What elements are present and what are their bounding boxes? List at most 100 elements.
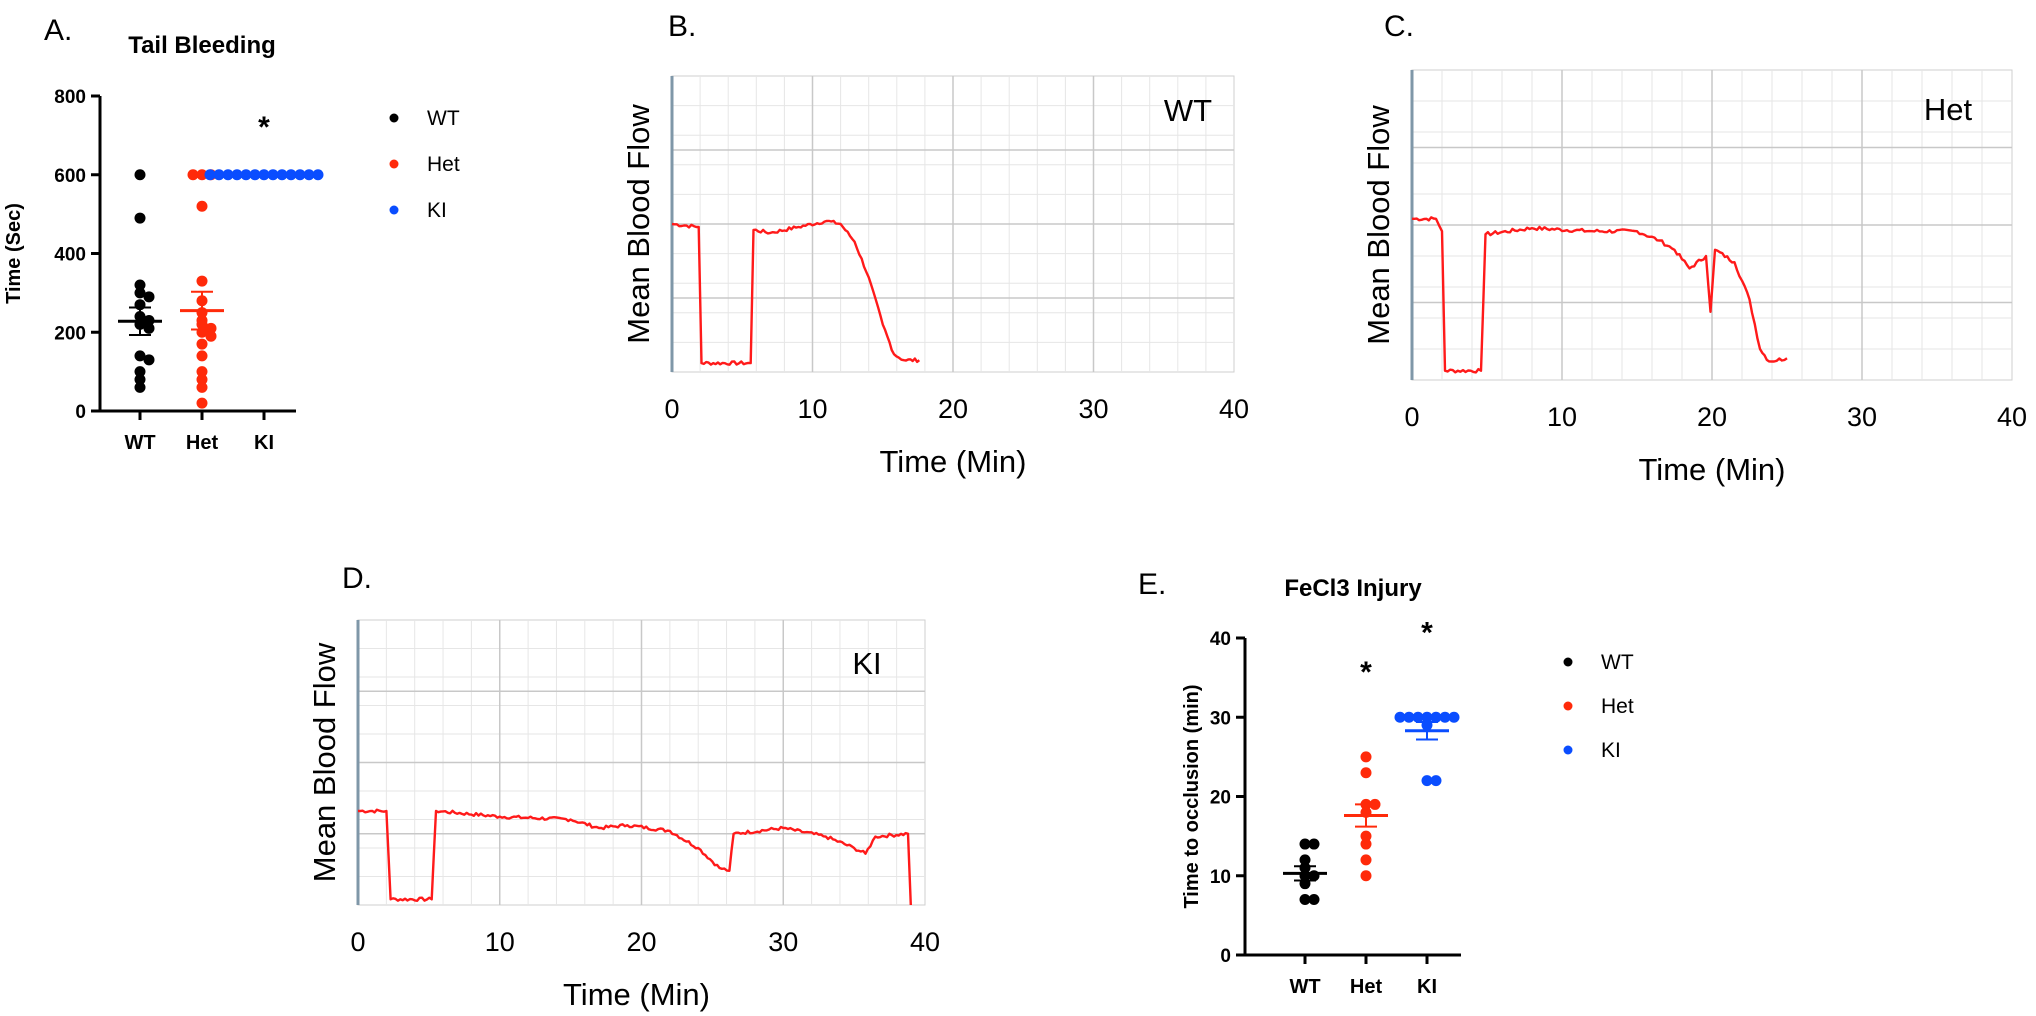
panel-e-point <box>1360 870 1372 882</box>
panel-label-d: D. <box>342 562 372 595</box>
panel-a-point <box>196 169 208 181</box>
panel-b-flow-trace <box>671 219 921 366</box>
panel-d-x-tick-label: 30 <box>768 927 798 957</box>
panel-a-point <box>196 200 208 212</box>
panel-d-x-tick-label: 20 <box>626 927 656 957</box>
panel-c-x-tick-label: 40 <box>1997 402 2027 432</box>
panel-c-chart: Het 0 10 20 30 40 Time (Min) Mean Blood Flow <box>1361 69 2027 487</box>
panel-e-point <box>1308 894 1320 906</box>
panel-c-flow-trace <box>1412 216 1788 374</box>
panel-a-point <box>187 169 199 181</box>
panel-a-point <box>205 330 217 342</box>
panel-e-point <box>1299 854 1311 866</box>
panel-c-x-tick-label: 20 <box>1697 402 1727 432</box>
panel-c-x-tick-label: 0 <box>1404 402 1419 432</box>
panel-e-y-tick-label: 40 <box>1210 629 1231 650</box>
panel-e-legend-label: Het <box>1601 695 1634 718</box>
panel-a-point <box>231 169 243 181</box>
panel-e-legend-marker <box>1563 745 1573 755</box>
panel-a-legend-marker <box>389 159 399 169</box>
panel-e-legend-marker <box>1563 701 1573 711</box>
panel-a-point <box>213 169 225 181</box>
panel-a-point <box>196 275 208 287</box>
panel-a-point <box>143 291 155 303</box>
panel-a-y-tick-label: 600 <box>54 166 86 187</box>
panel-e-y-tick-label: 30 <box>1210 708 1231 729</box>
panel-e-y-tick-label: 20 <box>1210 788 1231 809</box>
panel-b-x-tick-label: 40 <box>1219 394 1249 424</box>
panel-a-chart: Tail Bleeding 0 200 400 600 800 Time (Sec) WT He… <box>3 32 460 454</box>
panel-a-legend-label: WT <box>427 107 460 130</box>
panel-e-series-het <box>1344 751 1388 882</box>
panel-a-point <box>143 322 155 334</box>
panel-d-flow-trace <box>358 808 912 906</box>
panel-c-x-label: Time (Min) <box>1639 452 1786 487</box>
panel-e-point <box>1439 711 1451 723</box>
panel-a-point <box>222 169 234 181</box>
panel-d-y-label: Mean Blood Flow <box>307 642 342 882</box>
panel-e-significance-marker: * <box>1360 656 1372 689</box>
panel-e-legend-label: KI <box>1601 739 1621 762</box>
panel-a-series-ki <box>204 169 324 181</box>
panel-a-legend-label: KI <box>427 199 447 222</box>
panel-d-x-tick-label: 10 <box>485 927 515 957</box>
panel-e-x-tick-label: Het <box>1350 976 1383 998</box>
panel-a-legend-marker <box>389 113 399 123</box>
panel-a-point <box>134 279 146 291</box>
panel-label-b: B. <box>668 10 696 43</box>
panel-b-x-tick-label: 10 <box>797 394 827 424</box>
panel-a-x-tick-label: WT <box>124 432 155 454</box>
panel-a-y-tick-label: 0 <box>75 402 86 423</box>
panel-a-point <box>204 169 216 181</box>
panel-c-y-label: Mean Blood Flow <box>1361 105 1396 345</box>
panel-a-point <box>196 350 208 362</box>
panel-e-point <box>1394 711 1406 723</box>
panel-a-x-tick-label: KI <box>254 432 274 454</box>
panel-e-point <box>1403 711 1415 723</box>
panel-a-point <box>196 366 208 378</box>
panel-a-series-wt <box>118 169 162 393</box>
panel-a-x-tick-label: Het <box>186 432 219 454</box>
panel-a-point <box>196 397 208 409</box>
panel-a-point <box>294 169 306 181</box>
panel-e-point <box>1421 775 1433 787</box>
panel-d-x-tick-label: 40 <box>910 927 940 957</box>
panel-b-x-tick-label: 0 <box>664 394 679 424</box>
panel-a-y-tick-label: 400 <box>54 245 86 266</box>
panel-e-point <box>1412 711 1424 723</box>
panel-e-chart: FeCl3 Injury 0 10 20 30 40 Time to occlusion (… <box>1181 575 1634 998</box>
panel-a-legend: WT Het KI <box>389 107 460 222</box>
panel-e-legend: WT Het KI <box>1563 651 1634 762</box>
panel-b-chart: WT 0 10 20 30 40 Time (Min) Mean Blood Flow <box>621 75 1249 479</box>
panel-e-y-label: Time to occlusion (min) <box>1181 684 1203 908</box>
panel-e-point <box>1430 775 1442 787</box>
panel-e-series-wt <box>1283 838 1327 906</box>
panel-a-point <box>134 350 146 362</box>
panel-label-a: A. <box>44 14 72 47</box>
panel-label-e: E. <box>1138 568 1166 601</box>
panel-e-point <box>1360 854 1372 866</box>
panel-a-point <box>134 366 146 378</box>
panel-e-series-ki <box>1394 711 1460 787</box>
panel-a-point <box>134 287 146 299</box>
panel-a-point <box>285 169 297 181</box>
panel-a-legend-marker <box>389 205 399 215</box>
panel-e-point <box>1421 711 1433 723</box>
panel-d-chart: KI 0 10 20 30 40 Time (Min) Mean Blood Flow <box>307 619 940 1012</box>
panel-d-x-label: Time (Min) <box>563 977 710 1012</box>
panel-a-legend-label: Het <box>427 153 460 176</box>
panel-a-title: Tail Bleeding <box>128 32 276 59</box>
panel-label-c: C. <box>1384 10 1414 43</box>
panel-b-trace-label: WT <box>1164 93 1212 128</box>
panel-c-x-tick-label: 30 <box>1847 402 1877 432</box>
panel-a-point <box>143 354 155 366</box>
panel-e-point <box>1360 767 1372 779</box>
panel-e-point <box>1360 830 1372 842</box>
panel-a-y-tick-label: 200 <box>54 323 86 344</box>
panel-a-point <box>196 338 208 350</box>
panel-e-legend-label: WT <box>1601 651 1634 674</box>
panel-e-y-tick-label: 0 <box>1220 946 1231 967</box>
panel-e-legend-marker <box>1563 657 1573 667</box>
panel-b-x-tick-label: 20 <box>938 394 968 424</box>
